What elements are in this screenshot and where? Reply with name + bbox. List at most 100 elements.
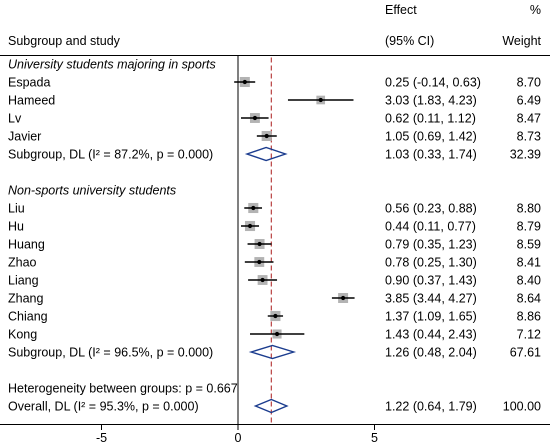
ci-punctuation: ) [473,148,477,162]
effect-ci-label: 3.85 (3.44, 4.27) [385,292,477,306]
study-marker [248,275,278,285]
ci-punctuation: ( [409,130,417,144]
weight-label: 8.79 [517,220,541,234]
study-row: Javier 1.05 (0.69, 1.42) 8.73 [8,130,541,144]
ci-punctuation: ) [473,202,477,216]
study-marker [241,113,269,123]
ci-punctuation: ( [409,328,417,342]
study-name: Zhao [8,256,37,270]
ci-punctuation: ( [409,400,417,414]
effect-estimate: 0.90 [385,274,409,288]
study-marker [250,329,305,339]
study-name: Zhang [8,292,43,306]
ci-upper-bound: 4.27 [448,292,472,306]
effect-estimate: 1.22 [385,400,409,414]
ci-lower-bound: 0.69 [417,130,441,144]
weight-label: 8.86 [517,310,541,324]
ci-punctuation: , [441,274,448,288]
ci-punctuation: ( [409,292,417,306]
subgroup-summary-label: Subgroup, DL (I² = 96.5%, p = 0.000) [8,346,213,360]
study-marker [287,95,354,105]
weight-label: 100.00 [503,400,541,414]
effect-estimate: 0.78 [385,256,409,270]
ci-punctuation: , [441,148,448,162]
ci-punctuation: ( [409,256,417,270]
ci-punctuation: , [441,400,448,414]
ci-lower-bound: -0.14 [417,76,446,90]
point-estimate-marker [247,223,253,229]
point-estimate-marker [318,97,323,103]
study-marker [331,293,355,303]
ci-punctuation: ( [409,202,417,216]
overall-diamond [253,398,289,414]
study-name: Javier [8,130,41,144]
study-row: Zhang 3.85 (3.44, 4.27) 8.64 [8,292,541,306]
weight-label: 8.73 [517,130,541,144]
subgroup-diamond [248,344,297,360]
ci-lower-bound: 0.23 [417,202,441,216]
ci-punctuation: ) [472,112,476,126]
effect-ci-label: 1.37 (1.09, 1.65) [385,310,477,324]
effect-estimate: 1.26 [385,346,409,360]
weight-label: 7.12 [517,328,541,342]
effect-ci-label: 0.62 (0.11, 1.12) [385,112,476,126]
study-table: University students majoring in sports Es… [8,58,541,414]
ci-upper-bound: 0.77 [447,220,471,234]
study-name: Espada [8,76,50,90]
ci-lower-bound: 0.25 [417,256,441,270]
effect-ci-label: 0.25 (-0.14, 0.63) [385,76,481,90]
study-name: Huang [8,238,45,252]
ci-punctuation: ) [473,94,477,108]
study-row: Zhao 0.78 (0.25, 1.30) 8.41 [8,256,541,270]
ci-lower-bound: 1.09 [417,310,441,324]
ci-punctuation: , [441,292,448,306]
study-marker [244,257,274,267]
ci-lower-bound: 0.11 [417,112,440,126]
study-marker [241,220,260,232]
study-name: Hu [8,220,24,234]
ci-upper-bound: 1.42 [448,130,472,144]
study-name: Hameed [8,94,55,108]
effect-ci-label: 1.22 (0.64, 1.79) [385,400,477,414]
effect-estimate: 1.05 [385,130,409,144]
ci-punctuation: ( [409,94,417,108]
subgroup-summary-label: Subgroup, DL (I² = 87.2%, p = 0.000) [8,148,213,162]
effect-estimate: 0.25 [385,76,409,90]
effect-ci-label: 3.03 (1.83, 4.23) [385,94,477,108]
study-row: Huang 0.79 (0.35, 1.23) 8.59 [8,238,541,252]
study-marker [256,130,277,142]
ci-punctuation: , [441,256,448,270]
ci-upper-bound: 0.88 [448,202,472,216]
ci-lower-bound: 0.11 [417,220,440,234]
point-estimate-marker [252,115,258,121]
ci-lower-bound: 0.35 [417,238,441,252]
ci-punctuation: ) [477,76,481,90]
ci-punctuation: ) [473,346,477,360]
ci-punctuation: ( [409,346,417,360]
effect-estimate: 1.43 [385,328,409,342]
weight-label: 6.49 [517,94,541,108]
ci-punctuation: ) [473,256,477,270]
ci-upper-bound: 1.43 [448,274,472,288]
overall-label: Overall, DL (I² = 95.3%, p = 0.000) [8,400,199,414]
ci-lower-bound: 0.64 [417,400,441,414]
ci-upper-bound: 1.65 [448,310,472,324]
effect-estimate: 0.62 [385,112,409,126]
study-row: Liu 0.56 (0.23, 0.88) 8.80 [8,202,541,216]
ci-punctuation: , [441,328,448,342]
study-row: Kong 1.43 (0.44, 2.43) 7.12 [8,328,541,342]
ci-punctuation: ( [409,238,417,252]
column-headers: Effect % Subgroup and study (95% CI) Wei… [8,3,542,48]
ci-upper-bound: 4.23 [448,94,472,108]
effect-estimate: 3.03 [385,94,409,108]
ci-punctuation: , [445,76,452,90]
ci-upper-bound: 0.63 [452,76,476,90]
point-estimate-marker [257,241,262,247]
ci-punctuation: ( [409,112,417,126]
ci-punctuation: ) [472,220,476,234]
ci-upper-bound: 1.74 [448,148,472,162]
effect-estimate: 1.37 [385,310,409,324]
subgroup-title: Non-sports university students [8,184,176,198]
study-marker [234,76,256,88]
